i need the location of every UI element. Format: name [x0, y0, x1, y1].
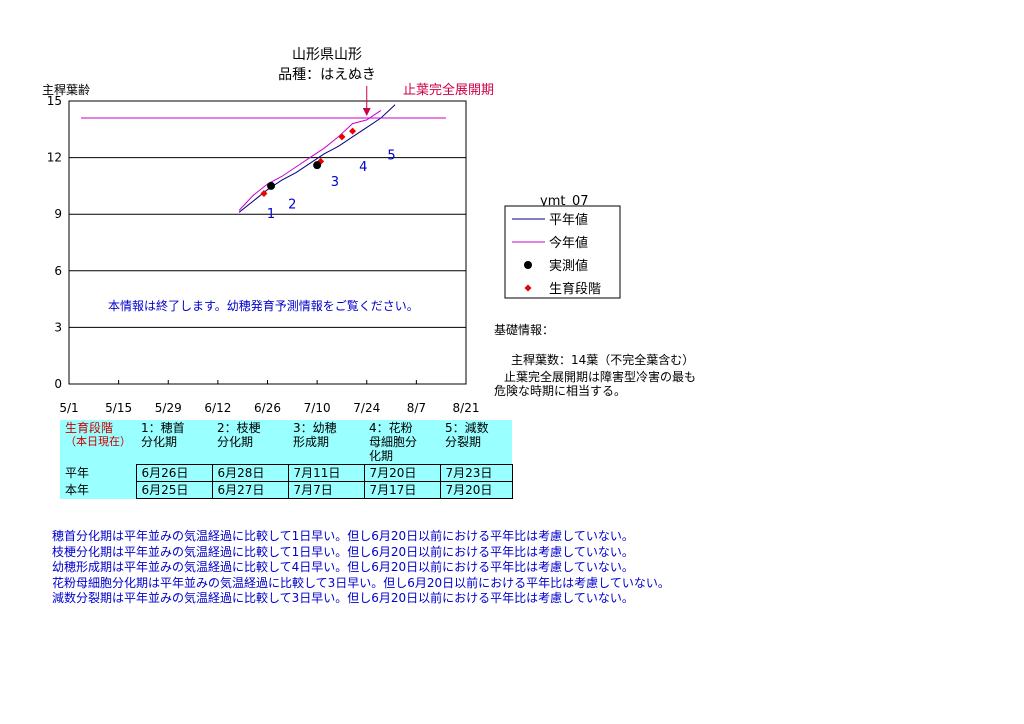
- plot-frame: [68, 100, 467, 385]
- observed-point: [267, 181, 276, 190]
- stage-date-cell: 6月26日: [135, 464, 213, 482]
- stage-5-line2: 分裂期: [445, 435, 482, 449]
- stage-date-cell: 7月7日: [287, 481, 365, 499]
- stage-marker: [349, 127, 357, 135]
- basic-info-heading: 基礎情報：: [494, 323, 555, 337]
- stage-header-title: 生育段階: [65, 421, 114, 435]
- summary-text: 穂首分化期は平年並みの気温経過に比較して1日早い。但し6月20日以前における平年…: [52, 529, 670, 607]
- stage-date-cell: 6月27日: [211, 481, 289, 499]
- legend-swatch-diamond: [524, 284, 532, 292]
- stage-date-cell: 7月11日: [287, 464, 365, 482]
- chart-title-line2: 品種：はえぬき: [278, 67, 376, 83]
- stage-header-subtitle: （本日現在）: [65, 435, 131, 448]
- stage-date-cell: 7月20日: [363, 464, 441, 482]
- stage-row-label: 平年: [60, 464, 136, 482]
- annotation: 止葉完全展開期: [362, 82, 494, 116]
- stage-header-1: 1：穂首 分化期: [136, 420, 212, 465]
- stage-1-line1: 1：穂首: [141, 421, 185, 435]
- basic-info-note-1: 止葉完全展開期は障害型冷害の最も: [504, 370, 697, 384]
- stage-2-line1: 2：枝梗: [217, 421, 261, 435]
- basic-info-leaf-count: 主稈葉数：14葉（不完全葉含む）: [511, 353, 695, 367]
- y-axis-label: 主稈葉齢: [42, 82, 90, 97]
- y-tick-label: 3: [54, 320, 62, 334]
- stage-number-label: 5: [387, 148, 395, 163]
- y-tick-label: 6: [54, 264, 62, 278]
- stage-table-header-row: 生育段階 （本日現在） 1：穂首 分化期 2：枝梗 分化期 3：幼穂 形成期 4…: [60, 420, 512, 465]
- stage-marker: [260, 189, 268, 197]
- chart-notice: 本情報は終了します。幼穂発育予測情報をご覧ください。: [108, 298, 419, 313]
- legend-label: 生育段階: [549, 281, 601, 297]
- summary-line: 枝梗分化期は平年並みの気温経過に比較して1日早い。但し6月20日以前における平年…: [52, 544, 634, 559]
- stage-3-line1: 3：幼穂: [293, 421, 337, 435]
- legend-title: ymt_07: [540, 194, 589, 209]
- legend-label: 平年値: [549, 212, 588, 228]
- basic-info-note-2: 危険な時期に相当する。: [494, 384, 627, 398]
- marker-layer: [260, 127, 357, 197]
- series-line: [238, 109, 382, 211]
- stage-4-line3: 化期: [369, 449, 394, 463]
- stage-header-5: 5：減数 分裂期: [440, 420, 512, 465]
- y-tick-label: 12: [47, 151, 62, 165]
- x-tick-label: 5/15: [105, 401, 132, 415]
- y-tick-label: 0: [54, 377, 62, 391]
- summary-line: 花粉母細胞分化期は平年並みの気温経過に比較して3日早い。但し6月20日以前におけ…: [52, 575, 670, 590]
- stage-row-normal: 平年 6月26日 6月28日 7月11日 7月20日 7月23日: [60, 464, 513, 482]
- observed-point: [313, 161, 322, 170]
- legend-box: [504, 205, 621, 299]
- stage-row-label: 本年: [60, 481, 136, 499]
- y-tick-label: 9: [54, 207, 62, 221]
- stage-header-4: 4：花粉 母細胞分 化期: [364, 420, 440, 465]
- chart-title-line1: 山形県山形: [292, 47, 362, 63]
- stage-date-cell: 7月23日: [439, 464, 513, 482]
- x-tick-label: 6/12: [204, 401, 231, 415]
- x-tick-label: 5/29: [155, 401, 182, 415]
- stage-header-2: 2：枝梗 分化期: [212, 420, 288, 465]
- x-tick-label: 5/1: [59, 401, 78, 415]
- stage-number-label: 4: [359, 160, 367, 175]
- stage-4-line1: 4：花粉: [369, 421, 413, 435]
- stage-1-line2: 分化期: [141, 435, 178, 449]
- stage-number-label: 2: [288, 198, 296, 213]
- stage-number-layer: 12 3 4 5: [267, 148, 396, 221]
- stage-3-line2: 形成期: [293, 435, 330, 449]
- stage-date-cell: 7月17日: [363, 481, 441, 499]
- grid-lines: [69, 157, 466, 328]
- summary-line: 減数分裂期は平年並みの気温経過に比較して3日早い。但し6月20日以前における平年…: [52, 591, 634, 605]
- legend-label: 実測値: [549, 258, 588, 274]
- stage-number-label: 1: [267, 207, 275, 222]
- stage-2-line2: 分化期: [217, 435, 254, 449]
- stage-date-cell: 6月25日: [135, 481, 213, 499]
- stage-table: 生育段階 （本日現在） 1：穂首 分化期 2：枝梗 分化期 3：幼穂 形成期 4…: [60, 420, 513, 499]
- series-line: [238, 104, 396, 213]
- x-tick-label: 8/21: [453, 401, 480, 415]
- stage-header-3: 3：幼穂 形成期: [288, 420, 364, 465]
- legend-swatch-circle: [524, 261, 532, 269]
- stage-date-cell: 6月28日: [211, 464, 289, 482]
- legend-label: 今年値: [549, 235, 588, 251]
- stage-4-line2: 母細胞分: [369, 435, 418, 449]
- annotation-label: 止葉完全展開期: [403, 82, 494, 98]
- annotation-arrow-head: [362, 107, 371, 116]
- stage-marker: [338, 133, 346, 141]
- stage-date-cell: 7月20日: [439, 481, 513, 499]
- x-tick-label: 6/26: [254, 401, 281, 415]
- x-tick-label: 7/10: [304, 401, 331, 415]
- stage-row-this-year: 本年 6月25日 6月27日 7月7日 7月17日 7月20日: [60, 481, 513, 499]
- x-tick-label: 7/24: [353, 401, 380, 415]
- summary-line: 穂首分化期は平年並みの気温経過に比較して1日早い。但し6月20日以前における平年…: [52, 529, 634, 543]
- stage-5-line1: 5：減数: [445, 421, 489, 435]
- x-tick-label: 8/7: [407, 401, 426, 415]
- y-tick-label: 15: [47, 94, 62, 108]
- stage-number-label: 3: [331, 175, 339, 190]
- stage-header-cell: 生育段階 （本日現在）: [60, 420, 136, 465]
- summary-line: 幼穂形成期は平年並みの気温経過に比較して4日早い。但し6月20日以前における平年…: [52, 560, 634, 574]
